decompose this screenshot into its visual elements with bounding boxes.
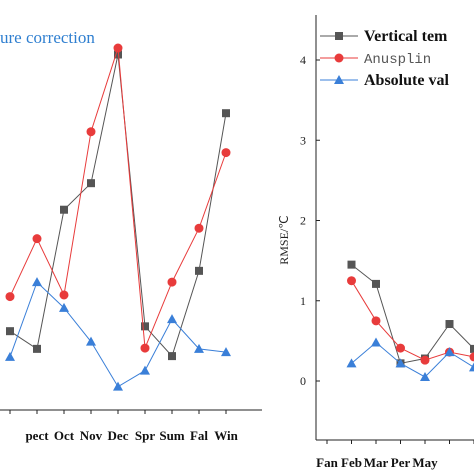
point: [195, 266, 203, 275]
point: [347, 276, 356, 286]
series-line: [351, 341, 474, 378]
y-tick-label: 0: [300, 374, 306, 388]
point: [5, 292, 15, 302]
point: [221, 148, 231, 158]
x-tick-label: Spr: [135, 428, 155, 443]
x-tick-label: Nov: [80, 428, 103, 443]
y-tick-label: 2: [300, 214, 306, 228]
y-axis-label: RMSE/℃: [277, 215, 291, 265]
point: [396, 343, 405, 353]
point: [347, 260, 356, 269]
point: [194, 343, 204, 353]
point: [32, 277, 42, 287]
point: [33, 344, 41, 353]
series-line: [9, 281, 227, 388]
x-tick-label: Win: [214, 428, 238, 443]
point: [114, 50, 122, 59]
legend-label: Vertical tem: [364, 28, 448, 45]
x-tick-label: May: [412, 455, 438, 470]
x-tick-label: Fan: [316, 455, 338, 470]
point: [469, 352, 474, 362]
point: [444, 347, 455, 357]
x-tick-label: Fal: [190, 428, 208, 443]
point: [59, 290, 69, 300]
point: [87, 179, 95, 188]
point: [445, 320, 454, 329]
point: [113, 381, 123, 391]
point: [6, 327, 14, 336]
point: [167, 277, 177, 287]
point: [140, 343, 150, 353]
y-tick-label: 3: [300, 133, 306, 147]
point: [140, 365, 150, 375]
legend-label: Absolute val: [364, 72, 449, 89]
point: [371, 337, 381, 347]
point: [372, 279, 380, 288]
point: [5, 351, 15, 361]
point: [420, 355, 430, 365]
x-tick-label: pect: [25, 428, 49, 443]
x-tick-label: Oct: [54, 428, 75, 443]
point: [167, 314, 177, 324]
series-line: [9, 54, 227, 358]
point: [395, 358, 406, 368]
point: [86, 336, 96, 346]
point: [60, 205, 68, 214]
point: [113, 43, 123, 53]
point: [470, 344, 474, 353]
point: [86, 127, 96, 137]
x-tick-label: Mar: [364, 455, 389, 470]
chart-title: ure correction: [0, 28, 95, 47]
point: [221, 347, 231, 357]
point: [334, 75, 344, 84]
point: [222, 109, 230, 118]
point: [334, 53, 344, 63]
x-tick-label: Per: [391, 455, 411, 470]
point: [59, 302, 69, 312]
point: [346, 358, 357, 368]
point: [335, 32, 343, 40]
x-tick-label: Feb: [341, 455, 362, 470]
point: [194, 223, 204, 233]
x-tick-label: Dec: [108, 428, 129, 443]
legend-label: Anusplin: [364, 52, 431, 68]
series-line: [9, 47, 227, 349]
y-tick-label: 1: [300, 294, 306, 308]
x-tick-label: Sum: [159, 428, 184, 443]
point: [469, 362, 474, 372]
point: [141, 322, 149, 331]
series-line: [351, 264, 474, 364]
point: [371, 316, 381, 326]
point: [420, 371, 430, 381]
point: [32, 234, 42, 244]
point: [168, 352, 176, 361]
y-tick-label: 4: [300, 53, 306, 67]
